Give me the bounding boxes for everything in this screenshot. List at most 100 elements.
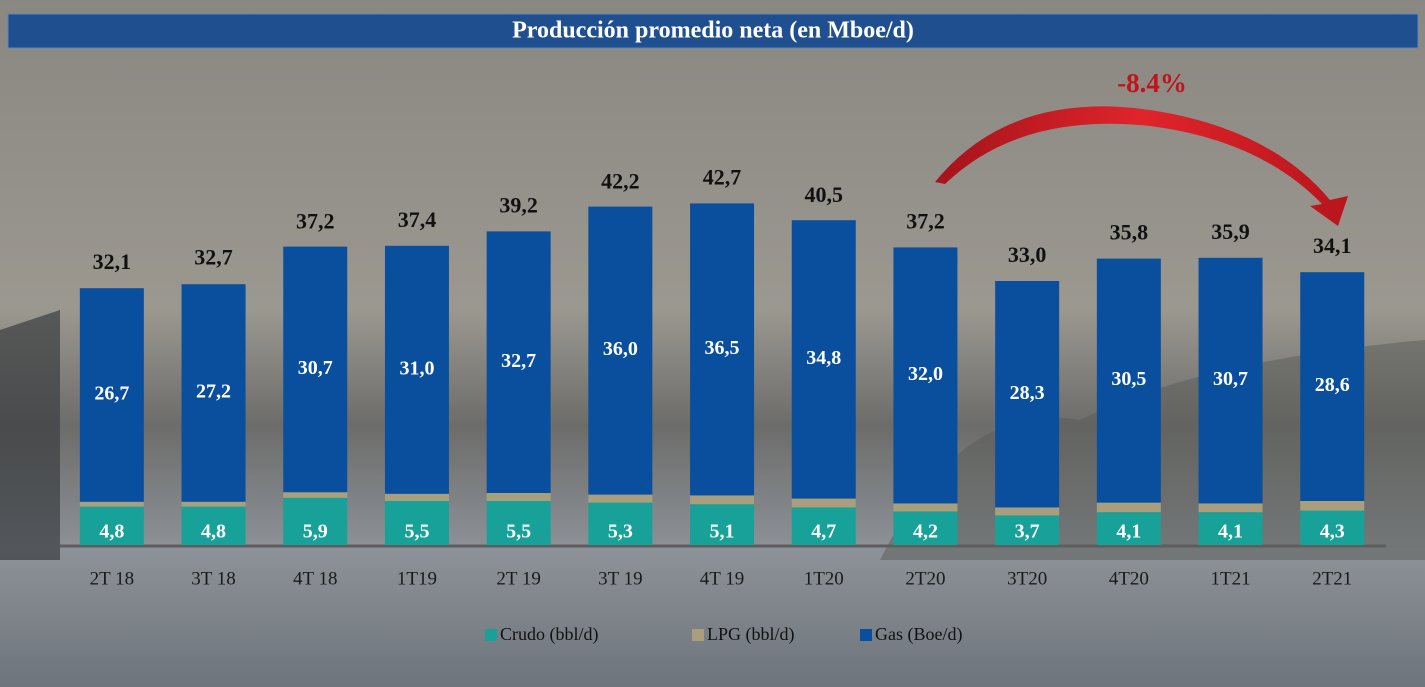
bar-segment bbox=[893, 247, 958, 504]
total-label: 35,9 bbox=[1211, 219, 1250, 244]
bar-segment bbox=[690, 495, 755, 505]
bar-segment bbox=[588, 494, 653, 503]
total-label: 37,2 bbox=[296, 208, 335, 233]
bar-segment bbox=[1198, 503, 1263, 513]
bar-segment bbox=[893, 511, 958, 545]
x-tick-label: 4T 18 bbox=[293, 568, 338, 589]
bar-segment bbox=[283, 492, 348, 498]
bar-segment bbox=[1198, 512, 1263, 545]
segment-label: 30,5 bbox=[1111, 368, 1146, 390]
total-label: 40,5 bbox=[805, 182, 844, 207]
x-tick-label: 3T 19 bbox=[598, 568, 643, 589]
segment-label: 5,5 bbox=[506, 521, 531, 543]
segment-label: 30,7 bbox=[1213, 368, 1248, 390]
legend-label: LPG (bbl/d) bbox=[707, 624, 795, 645]
bar-segment bbox=[79, 288, 144, 502]
bar-segment bbox=[486, 501, 551, 545]
x-tick-label: 4T 19 bbox=[700, 568, 745, 589]
bar-segment bbox=[384, 245, 449, 494]
bar-segment bbox=[181, 501, 246, 507]
bar-segment bbox=[893, 503, 958, 512]
bar-segment bbox=[1300, 501, 1365, 511]
segment-label: 4,3 bbox=[1320, 521, 1345, 543]
segment-label: 36,5 bbox=[705, 337, 740, 359]
segment-label: 28,3 bbox=[1010, 382, 1045, 404]
segment-label: 4,8 bbox=[201, 521, 226, 543]
total-label: 32,1 bbox=[93, 249, 132, 274]
segment-label: 27,2 bbox=[196, 381, 231, 403]
legend-swatch bbox=[692, 629, 704, 641]
bar-segment bbox=[995, 515, 1060, 545]
segment-label: 4,2 bbox=[913, 521, 938, 543]
bar-segment bbox=[384, 501, 449, 545]
bar-segment bbox=[79, 506, 144, 545]
x-tick-label: 4T20 bbox=[1109, 568, 1149, 589]
segment-label: 5,1 bbox=[710, 521, 735, 543]
bar-segment bbox=[995, 281, 1060, 508]
legend-swatch bbox=[485, 629, 497, 641]
bar-segment bbox=[588, 502, 653, 545]
segment-label: 3,7 bbox=[1015, 521, 1040, 543]
total-label: 37,2 bbox=[906, 208, 945, 233]
bar-segment bbox=[791, 220, 856, 499]
bar-segment bbox=[486, 231, 551, 493]
bar-segment bbox=[283, 246, 348, 493]
total-label: 32,7 bbox=[194, 244, 233, 269]
bar-segment bbox=[1300, 510, 1365, 545]
x-tick-label: 3T 18 bbox=[191, 568, 236, 589]
x-tick-label: 1T21 bbox=[1210, 568, 1250, 589]
total-label: 37,4 bbox=[398, 207, 437, 232]
bar-segment bbox=[791, 507, 856, 545]
bar-segment bbox=[181, 506, 246, 545]
segment-label: 26,7 bbox=[94, 383, 129, 405]
chart-title: Producción promedio neta (en Mboe/d) bbox=[512, 18, 914, 44]
total-label: 42,2 bbox=[601, 168, 640, 193]
x-tick-label: 1T19 bbox=[397, 568, 437, 589]
bar-segment bbox=[1096, 258, 1161, 503]
segment-label: 36,0 bbox=[603, 338, 638, 360]
bar-segment bbox=[588, 206, 653, 495]
x-tick-label: 3T20 bbox=[1007, 568, 1047, 589]
ship-silhouette bbox=[0, 310, 60, 560]
bar-segment bbox=[283, 497, 348, 545]
bar-segment bbox=[79, 501, 144, 507]
bar-segment bbox=[1096, 512, 1161, 545]
x-tick-label: 2T 18 bbox=[90, 568, 135, 589]
bar-segment bbox=[690, 504, 755, 545]
annotation: -8.4% bbox=[1117, 68, 1187, 98]
segment-label: 32,7 bbox=[501, 350, 536, 372]
legend-label: Crudo (bbl/d) bbox=[500, 624, 599, 645]
segment-label: 34,8 bbox=[806, 347, 841, 369]
legend-swatch bbox=[860, 629, 872, 641]
segment-label: 5,3 bbox=[608, 521, 633, 543]
legend-label: Gas (Boe/d) bbox=[875, 624, 962, 645]
segment-label: 4,1 bbox=[1116, 521, 1141, 543]
segment-label: 5,9 bbox=[303, 521, 328, 543]
segment-label: 5,5 bbox=[404, 521, 429, 543]
total-label: 34,1 bbox=[1313, 233, 1352, 258]
bar-segment bbox=[690, 203, 755, 496]
segment-label: 32,0 bbox=[908, 363, 943, 385]
total-label: 35,8 bbox=[1110, 220, 1149, 245]
segment-label: 30,7 bbox=[298, 357, 333, 379]
x-tick-label: 2T 19 bbox=[496, 568, 541, 589]
x-tick-label: 1T20 bbox=[804, 568, 844, 589]
bar-segment bbox=[384, 493, 449, 501]
segment-label: 31,0 bbox=[399, 357, 434, 379]
bar-segment bbox=[1198, 257, 1263, 504]
total-label: 39,2 bbox=[499, 192, 538, 217]
segment-label: 28,6 bbox=[1315, 374, 1350, 396]
bar-segment bbox=[791, 498, 856, 508]
segment-label: 4,8 bbox=[99, 521, 124, 543]
x-tick-label: 2T20 bbox=[905, 568, 945, 589]
bar-segment bbox=[486, 493, 551, 501]
bar-segment bbox=[995, 507, 1060, 516]
segment-label: 4,7 bbox=[811, 521, 836, 543]
segment-label: 4,1 bbox=[1218, 521, 1243, 543]
title-bar bbox=[7, 13, 1419, 49]
total-label: 33,0 bbox=[1008, 242, 1047, 267]
bar-segment bbox=[181, 284, 246, 502]
bar-segment bbox=[1096, 502, 1161, 513]
x-tick-label: 2T21 bbox=[1312, 568, 1352, 589]
